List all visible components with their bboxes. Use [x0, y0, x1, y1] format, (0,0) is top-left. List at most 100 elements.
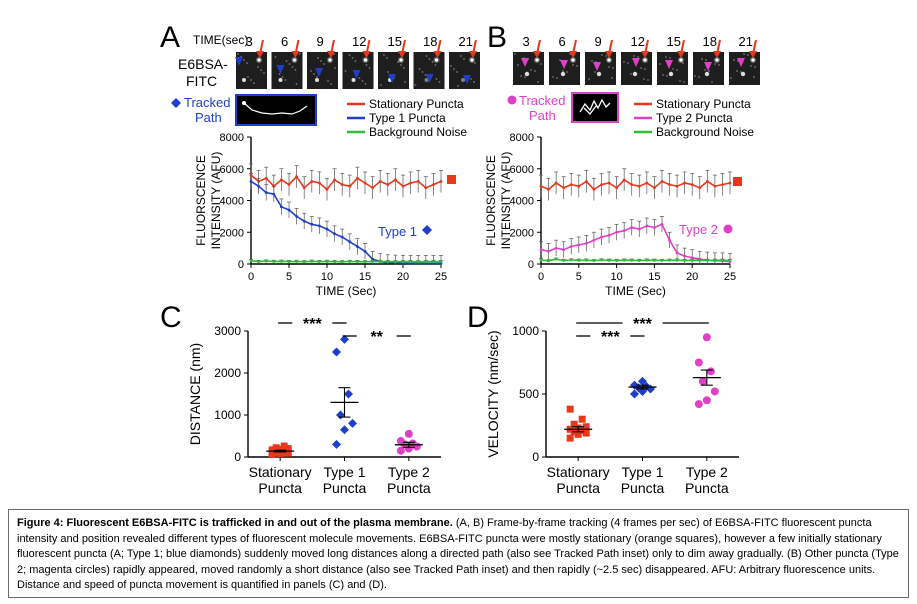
- data-point: [698, 186, 702, 190]
- noise-speck: [327, 80, 329, 82]
- y-tick-label: 2000: [220, 227, 244, 239]
- noise-speck: [566, 71, 568, 73]
- series-2: [539, 257, 732, 263]
- micrograph-strip-a: [235, 39, 480, 89]
- x-tick-label: 25: [724, 271, 736, 283]
- data-point: [569, 183, 573, 187]
- noise-speck: [348, 54, 351, 56]
- data-point: [721, 183, 724, 187]
- red-arrow-icon: [677, 51, 685, 58]
- noise-speck: [711, 81, 713, 83]
- figure-canvas: A B C D TIME(sec) 3 6 9 12 15 18 21 E6BSA- FIT…: [160, 21, 760, 496]
- noise-speck: [260, 69, 262, 71]
- legend-entry: Stationary Puncta: [369, 97, 464, 111]
- micrograph-frame: [729, 52, 760, 85]
- fluorescent-puncta: [535, 58, 539, 62]
- noise-speck: [591, 60, 593, 62]
- blue-diamond-icon: [422, 225, 432, 235]
- data-point: [622, 229, 626, 233]
- data-point: [280, 205, 283, 209]
- data-point: [668, 183, 671, 187]
- fluorescent-puncta: [560, 71, 566, 77]
- noise-speck: [404, 81, 406, 83]
- noise-speck: [386, 57, 388, 59]
- noise-speck: [572, 64, 574, 66]
- y-tick-label: 0: [238, 259, 244, 271]
- category-label: Puncta: [621, 480, 665, 496]
- data-point: [280, 178, 283, 182]
- chart-b: 0 2000 4000 6000 8000 0 5 10 15 20 25 TIME (Sec) FLU…: [484, 97, 754, 298]
- data-point: [363, 260, 367, 264]
- noise-speck: [316, 76, 318, 78]
- category-label: Puncta: [685, 480, 729, 496]
- data-point: [653, 186, 656, 190]
- significance-label: ***: [601, 329, 620, 346]
- data-point: [554, 257, 558, 261]
- tracked-path-a-trace: [243, 102, 308, 115]
- data-point: [645, 181, 649, 185]
- data-point: [582, 429, 590, 437]
- frame-time-label: 9: [595, 34, 602, 49]
- data-point: [645, 224, 649, 228]
- x-tick-label: 5: [576, 271, 582, 283]
- noise-speck: [601, 54, 603, 56]
- data-point: [584, 180, 588, 183]
- data-point: [622, 258, 626, 262]
- noise-speck: [334, 67, 336, 69]
- noise-speck: [428, 58, 431, 60]
- legend-entry: Stationary Puncta: [656, 97, 751, 111]
- frame-time-label: 18: [423, 34, 437, 49]
- data-point: [325, 227, 329, 231]
- legend-entry: Type 1 Puncta: [369, 111, 446, 125]
- fluorescent-puncta: [435, 58, 438, 62]
- red-arrow-icon: [327, 51, 335, 58]
- tracked-path-b: Tracked Path: [507, 92, 619, 123]
- noise-speck: [278, 73, 281, 75]
- data-point: [325, 260, 329, 263]
- data-point: [566, 434, 574, 442]
- data-point: [592, 187, 596, 191]
- red-arrow-icon: [641, 51, 649, 58]
- data-point: [645, 258, 649, 262]
- caption-body: (A, B) Frame-by-frame tracking (4 frames…: [17, 517, 899, 591]
- data-point: [710, 387, 719, 396]
- noise-speck: [368, 67, 371, 69]
- tracked-path-b-line2: Path: [529, 108, 556, 123]
- noise-speck: [450, 65, 452, 67]
- data-point: [592, 238, 596, 242]
- channel-label-line2: FITC: [186, 73, 217, 89]
- data-point: [287, 260, 291, 264]
- noise-speck: [274, 56, 277, 58]
- significance-label: ***: [633, 316, 652, 333]
- data-point: [416, 180, 420, 183]
- tracked-path-b-trace: [579, 98, 611, 115]
- data-point: [340, 183, 344, 187]
- y-axis-label: INTENSITY (AFU): [209, 152, 223, 250]
- y-tick-label: 4000: [510, 196, 534, 208]
- category-label: Puncta: [387, 480, 431, 496]
- noise-speck: [659, 63, 661, 65]
- x-tick-label: 10: [321, 271, 333, 283]
- red-arrow-icon: [362, 51, 371, 58]
- data-point: [566, 405, 574, 413]
- data-point: [310, 222, 314, 226]
- noise-speck: [351, 57, 354, 59]
- data-point: [578, 427, 586, 435]
- data-point: [439, 180, 443, 183]
- data-point: [660, 222, 664, 226]
- data-point: [630, 258, 634, 262]
- magenta-arrowhead-icon: [665, 60, 673, 69]
- data-point: [702, 396, 711, 405]
- blue-arrowhead-icon: [463, 75, 471, 84]
- frame-time-label: 3: [523, 34, 530, 49]
- data-point: [363, 249, 367, 253]
- data-point: [356, 176, 359, 180]
- noise-speck: [705, 59, 707, 61]
- noise-speck: [694, 75, 696, 77]
- data-point: [705, 259, 709, 262]
- data-point: [416, 260, 420, 264]
- noise-speck: [434, 64, 437, 66]
- noise-speck: [540, 63, 542, 65]
- data-point: [272, 260, 276, 263]
- category-label: Type 1: [323, 464, 365, 480]
